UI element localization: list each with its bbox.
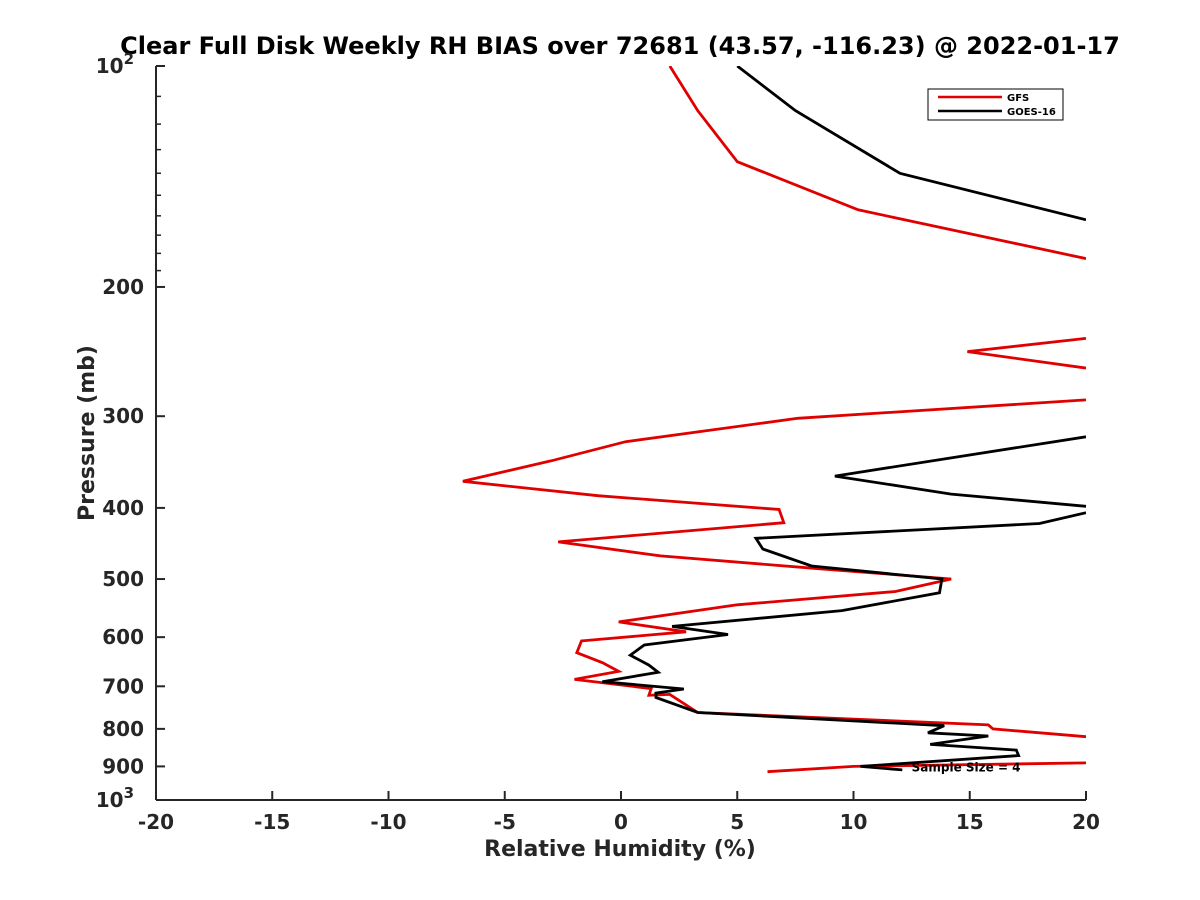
series-line-gfs [767,761,1086,774]
series-line-gfs [462,398,1086,739]
series-line-gfs [668,66,1086,260]
x-tick-label: -20 [138,810,174,834]
y-tick-label: 800 [102,717,144,741]
y-tick-label: 200 [102,275,144,299]
legend-label-gfs: GFS [1007,93,1029,104]
x-tick-label: 20 [1072,810,1100,834]
y-tick-label: 102 [96,50,134,78]
sample-size-annotation: Sample Size = 4 [912,760,1021,774]
x-tick-label: 5 [730,810,744,834]
y-tick-label: 700 [102,674,144,698]
x-tick-label: 15 [956,810,984,834]
x-tick-label: 0 [614,810,628,834]
y-tick-label: 600 [102,625,144,649]
y-axis-label: Pressure (mb) [75,345,100,521]
legend-label-goes16: GOES-16 [1007,107,1056,118]
x-tick-label: 10 [840,810,868,834]
series-line-goes16 [736,66,1086,222]
x-tick-label: -15 [254,810,290,834]
x-tick-label: -10 [370,810,406,834]
y-tick-label: 500 [102,567,144,591]
legend: GFS GOES-16 [927,88,1064,121]
x-tick-label: -5 [494,810,516,834]
series-line-gfs [967,337,1086,370]
y-tick-label: 900 [102,754,144,778]
chart-title: Clear Full Disk Weekly RH BIAS over 7268… [120,32,1120,60]
legend-box [927,88,1064,121]
series-line-goes16 [602,511,1086,772]
plot-area: -20 -15 -10 -5 0 5 10 15 20 102 200 300 400 500 600 700… [96,50,1100,834]
y-tick-label: 300 [102,404,144,428]
y-tick-label: 103 [96,784,134,812]
x-axis-label: Relative Humidity (%) [484,837,756,862]
series-group [462,66,1086,774]
series-line-goes16 [834,435,1086,508]
y-tick-label: 400 [102,496,144,520]
